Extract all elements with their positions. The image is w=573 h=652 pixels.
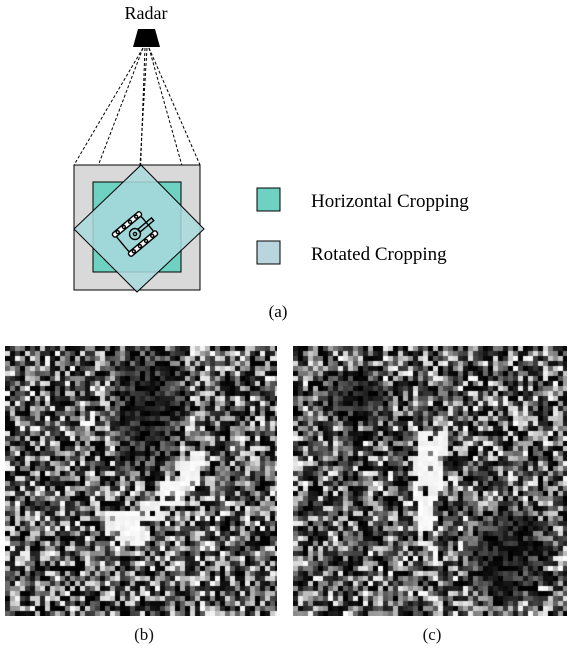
sar-image-c: [293, 346, 567, 616]
cropping-diagram: Radar Horizontal Cropping Rotated Croppi…: [73, 3, 469, 321]
sar-image-b: [5, 346, 277, 616]
legend-swatch-rotated: [256, 240, 281, 265]
panel-label-a: (a): [269, 302, 288, 321]
legend-swatch-horizontal: [256, 187, 281, 212]
panel-label-b: (b): [134, 625, 154, 644]
tank-icon: [111, 211, 159, 257]
radar-icon: [133, 29, 160, 47]
radar-label: Radar: [125, 3, 168, 23]
legend-label-rotated: Rotated Cropping: [311, 244, 447, 265]
panel-label-c: (c): [422, 625, 442, 644]
legend-label-horizontal: Horizontal Cropping: [311, 191, 469, 212]
